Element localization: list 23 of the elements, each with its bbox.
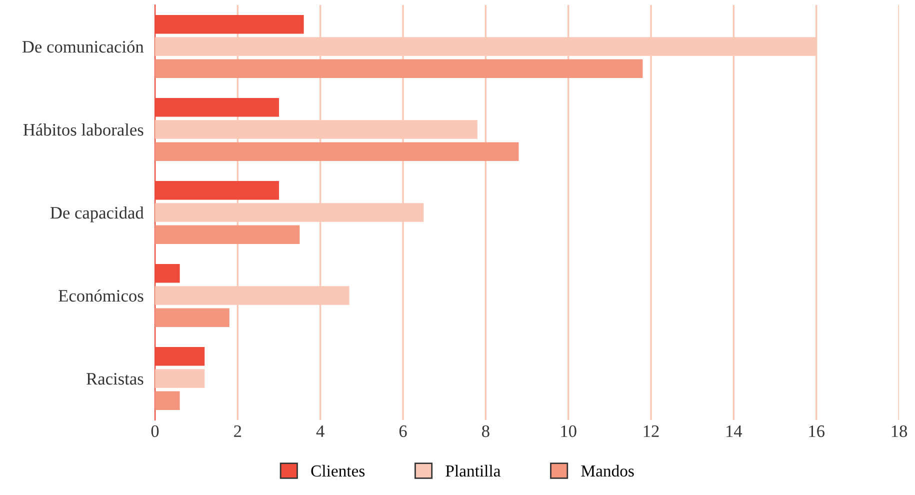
x-tick-label: 0 bbox=[151, 425, 159, 438]
legend-label: Mandos bbox=[581, 464, 634, 477]
x-tick-label: 2 bbox=[234, 425, 242, 437]
bar bbox=[155, 308, 230, 328]
x-tick-label: 18 bbox=[892, 425, 908, 438]
y-tick-label: De comunicación bbox=[22, 40, 144, 53]
x-tick-label: 6 bbox=[399, 425, 407, 438]
legend-label: Clientes bbox=[311, 464, 365, 477]
x-tick-label: 8 bbox=[482, 425, 490, 438]
bar bbox=[155, 142, 519, 162]
x-tick-label: 4 bbox=[316, 425, 324, 437]
x-tick-label: 16 bbox=[809, 425, 824, 438]
y-tick-label: De capacidad bbox=[50, 206, 144, 222]
y-tick-label: Económicos bbox=[58, 289, 144, 302]
x-tick-label: 10 bbox=[561, 425, 576, 438]
bar bbox=[155, 225, 300, 244]
bar bbox=[155, 391, 180, 410]
bar bbox=[155, 59, 643, 78]
legend-label: Plantilla bbox=[446, 464, 501, 477]
y-tick-label: Racistas bbox=[86, 373, 144, 385]
y-tick-label: Hábitos laborales bbox=[23, 123, 144, 136]
x-tick-label: 12 bbox=[644, 425, 659, 437]
x-tick-label: 14 bbox=[726, 425, 742, 437]
